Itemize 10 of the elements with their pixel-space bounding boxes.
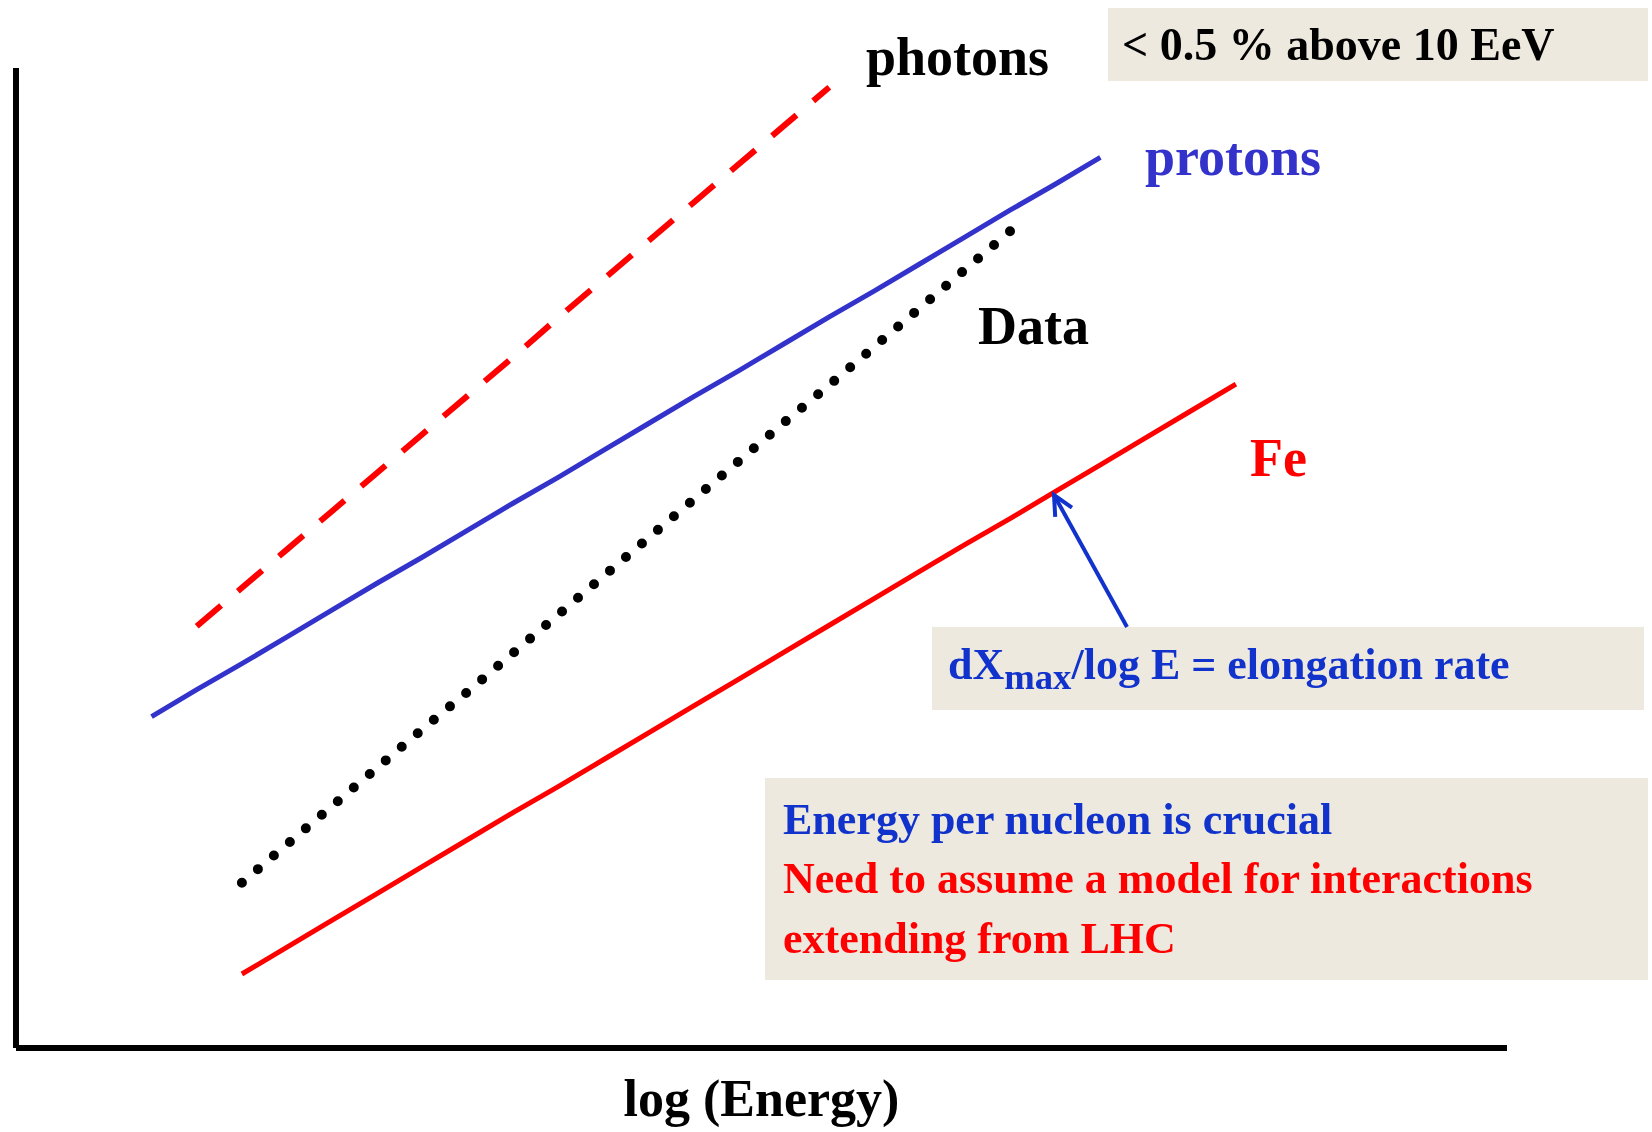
text-box: dX$_{max}$/log E = elongation rate	[932, 627, 1644, 710]
x-axis-title: log (Energy)	[623, 1070, 900, 1128]
text: < 0.5 % above 10 EeV	[1108, 8, 1648, 81]
series-label: photons	[866, 26, 1050, 88]
text-box: Energy per nucleon is crucial Need to assume a model for interactions extending from LHC	[765, 778, 1648, 981]
series-label: Data	[978, 295, 1089, 357]
annotation: Need to assume a model for interactions extending from LHC	[783, 853, 1534, 965]
series-label: protons	[1145, 126, 1322, 188]
annotation: Energy per nucleon is crucial	[783, 794, 1334, 846]
series-label: Fe	[1250, 427, 1307, 489]
